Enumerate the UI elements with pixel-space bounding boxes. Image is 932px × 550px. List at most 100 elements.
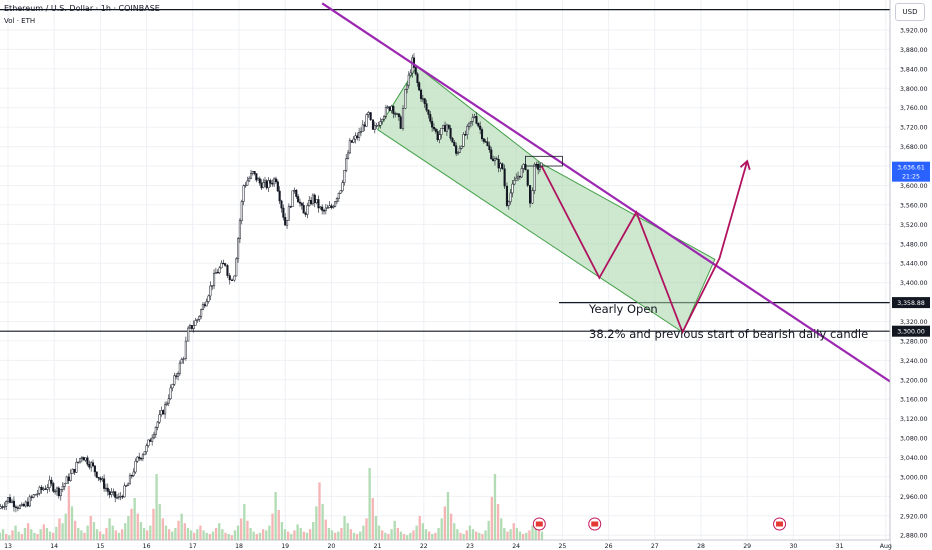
candle-body xyxy=(110,492,113,495)
candle-body xyxy=(258,178,261,184)
candle-body xyxy=(65,476,68,484)
volume-bar xyxy=(371,498,374,540)
candle-body xyxy=(310,200,313,205)
candle-body xyxy=(456,152,460,154)
candle-body xyxy=(427,109,430,115)
price-tick-label: 3,000.00 xyxy=(900,474,928,481)
volume-bar xyxy=(500,518,503,540)
time-axis-bg xyxy=(0,540,890,550)
volume-bar xyxy=(327,528,331,540)
candle-body xyxy=(59,488,62,497)
candle-body xyxy=(16,507,19,509)
time-tick-label: 29 xyxy=(743,543,751,550)
candle-body xyxy=(233,275,236,281)
candle-body xyxy=(346,152,350,159)
volume-bar xyxy=(120,529,124,540)
candle-body xyxy=(509,192,512,203)
candle-body xyxy=(388,106,391,111)
volume-bar xyxy=(503,528,506,540)
price-tick-label: 3,480.00 xyxy=(900,241,928,248)
volume-bar xyxy=(73,520,77,540)
trendlines[interactable] xyxy=(321,2,892,383)
candle-body xyxy=(322,210,326,212)
candle-body xyxy=(300,203,303,206)
candle-body xyxy=(203,304,206,307)
volume-bar xyxy=(330,530,334,540)
volume-bar xyxy=(362,525,365,540)
candle-body xyxy=(151,437,154,442)
currency-button[interactable]: USD xyxy=(895,3,925,21)
event-markers[interactable] xyxy=(532,517,787,531)
candle-body xyxy=(421,98,424,100)
volume-bar xyxy=(202,530,205,540)
candle-body xyxy=(298,201,302,204)
volume-bar xyxy=(427,531,431,540)
candle-body xyxy=(516,175,520,179)
volume-bar xyxy=(321,504,324,540)
candle-body xyxy=(251,171,254,174)
time-tick-label: 26 xyxy=(605,543,613,550)
candle-body xyxy=(130,475,133,477)
candle-body xyxy=(535,164,538,166)
volume-bar xyxy=(149,525,152,540)
volume-bar xyxy=(55,526,58,540)
volume-bar xyxy=(189,530,193,540)
volume-bar xyxy=(496,504,500,540)
candle-body xyxy=(1,506,4,508)
volume-bar xyxy=(99,531,102,540)
volume-bar xyxy=(211,531,215,540)
price-axis[interactable]: 3,920.00 3,880.00 3,840.00 3,800.00 3,760.00… xyxy=(889,0,932,550)
volume-bar xyxy=(374,516,378,540)
bearish-trendline xyxy=(321,2,892,383)
candle-body xyxy=(273,178,276,185)
volume-bar xyxy=(424,529,428,540)
volume-bar xyxy=(487,520,490,540)
candle-body xyxy=(209,285,212,297)
candle-body xyxy=(238,220,241,239)
volume-bar xyxy=(462,534,465,540)
candle-body xyxy=(377,125,380,127)
volume-bar xyxy=(415,525,418,540)
price-tick-label: 3,040.00 xyxy=(900,455,928,462)
candle-body xyxy=(108,491,111,495)
candle-body xyxy=(493,158,496,162)
candle-body xyxy=(313,194,316,203)
volume-bar xyxy=(108,518,111,540)
volume-bar xyxy=(240,518,243,540)
volume-bar xyxy=(230,535,233,540)
volume-bar xyxy=(343,516,346,540)
candle-body xyxy=(50,479,53,484)
volume-bar xyxy=(471,529,475,540)
candle-body xyxy=(359,131,363,133)
volume-bar xyxy=(412,530,415,540)
volume-bar xyxy=(186,528,190,540)
candle-body xyxy=(526,169,529,186)
volume-bar xyxy=(525,532,528,540)
volume-bar xyxy=(127,516,130,540)
candle-body xyxy=(263,180,267,183)
candle-body xyxy=(32,494,35,498)
candle-body xyxy=(240,201,243,222)
candle-body xyxy=(117,496,120,498)
candle-body xyxy=(479,125,482,130)
volume-bar xyxy=(340,528,343,540)
volume-bar xyxy=(193,532,196,540)
candle-body xyxy=(285,219,289,226)
candle-body xyxy=(280,200,283,209)
candle-body xyxy=(381,119,384,122)
candle-body xyxy=(255,173,258,181)
candle-body xyxy=(201,304,205,310)
candle-body xyxy=(24,501,27,507)
horizontal-levels[interactable] xyxy=(0,8,890,332)
time-axis[interactable]: 13 14 15 16 17 18 19 20 21 22 23 24 25 26 27 28 29 30 31 Au… xyxy=(0,539,892,550)
yearly-open-annotation[interactable]: Yearly Open xyxy=(589,302,658,316)
candle-body xyxy=(156,421,159,428)
candle-body xyxy=(343,170,346,183)
volume-bar xyxy=(249,528,252,540)
volume-bar xyxy=(136,513,139,540)
volume-bar xyxy=(243,504,246,540)
candle-body xyxy=(352,138,355,143)
fib-annotation[interactable]: 38.2% and previous start of bearish dail… xyxy=(589,327,869,341)
